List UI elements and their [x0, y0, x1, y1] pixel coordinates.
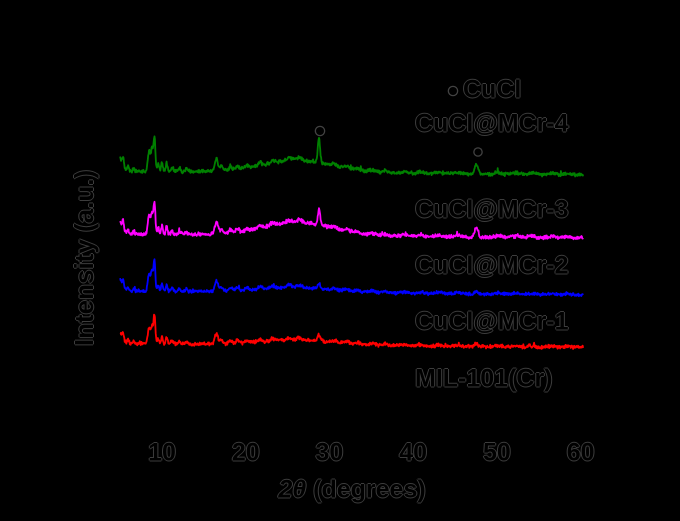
series-label-CuCl@MCr-4: CuCl@MCr-4 [415, 109, 569, 138]
x-axis-label: 2θ (degrees) [278, 475, 426, 504]
curve-CuCl@MCr-4 [119, 135, 584, 178]
x-axis-label-italic-part: 2θ [278, 475, 307, 504]
curve-CuCl@MCr-2 [119, 258, 584, 298]
y-axis-label: Intensity (a.u.) [69, 169, 99, 347]
x-tick-label-50: 50 [482, 438, 511, 467]
legend-label: CuCl [463, 75, 522, 104]
x-axis-label-rest: (degrees) [306, 475, 426, 504]
curve-MIL-101(Cr) [119, 364, 584, 404]
x-tick-label-40: 40 [399, 438, 428, 467]
x-tick-label-20: 20 [231, 438, 260, 467]
legend-cucl-dot-icon [449, 87, 457, 95]
x-tick-label-10: 10 [148, 438, 176, 467]
x-tick-label-60: 60 [566, 438, 595, 467]
plot-frame [114, 64, 594, 437]
curve-CuCl@MCr-1 [119, 313, 584, 350]
x-tick-label-30: 30 [315, 438, 344, 467]
x-axis-tick-marks [161, 435, 582, 442]
series-label-MIL-101(Cr): MIL-101(Cr) [415, 364, 553, 393]
cucl-peak-marker-dot-1 [315, 127, 324, 135]
curves-group [119, 135, 584, 404]
curve-CuCl@MCr-3 [119, 200, 584, 241]
series-label-CuCl@MCr-2: CuCl@MCr-2 [415, 251, 569, 280]
cucl-peak-marker-dot-2 [474, 148, 482, 156]
series-label-CuCl@MCr-3: CuCl@MCr-3 [415, 195, 569, 224]
series-label-CuCl@MCr-1: CuCl@MCr-1 [415, 307, 569, 336]
